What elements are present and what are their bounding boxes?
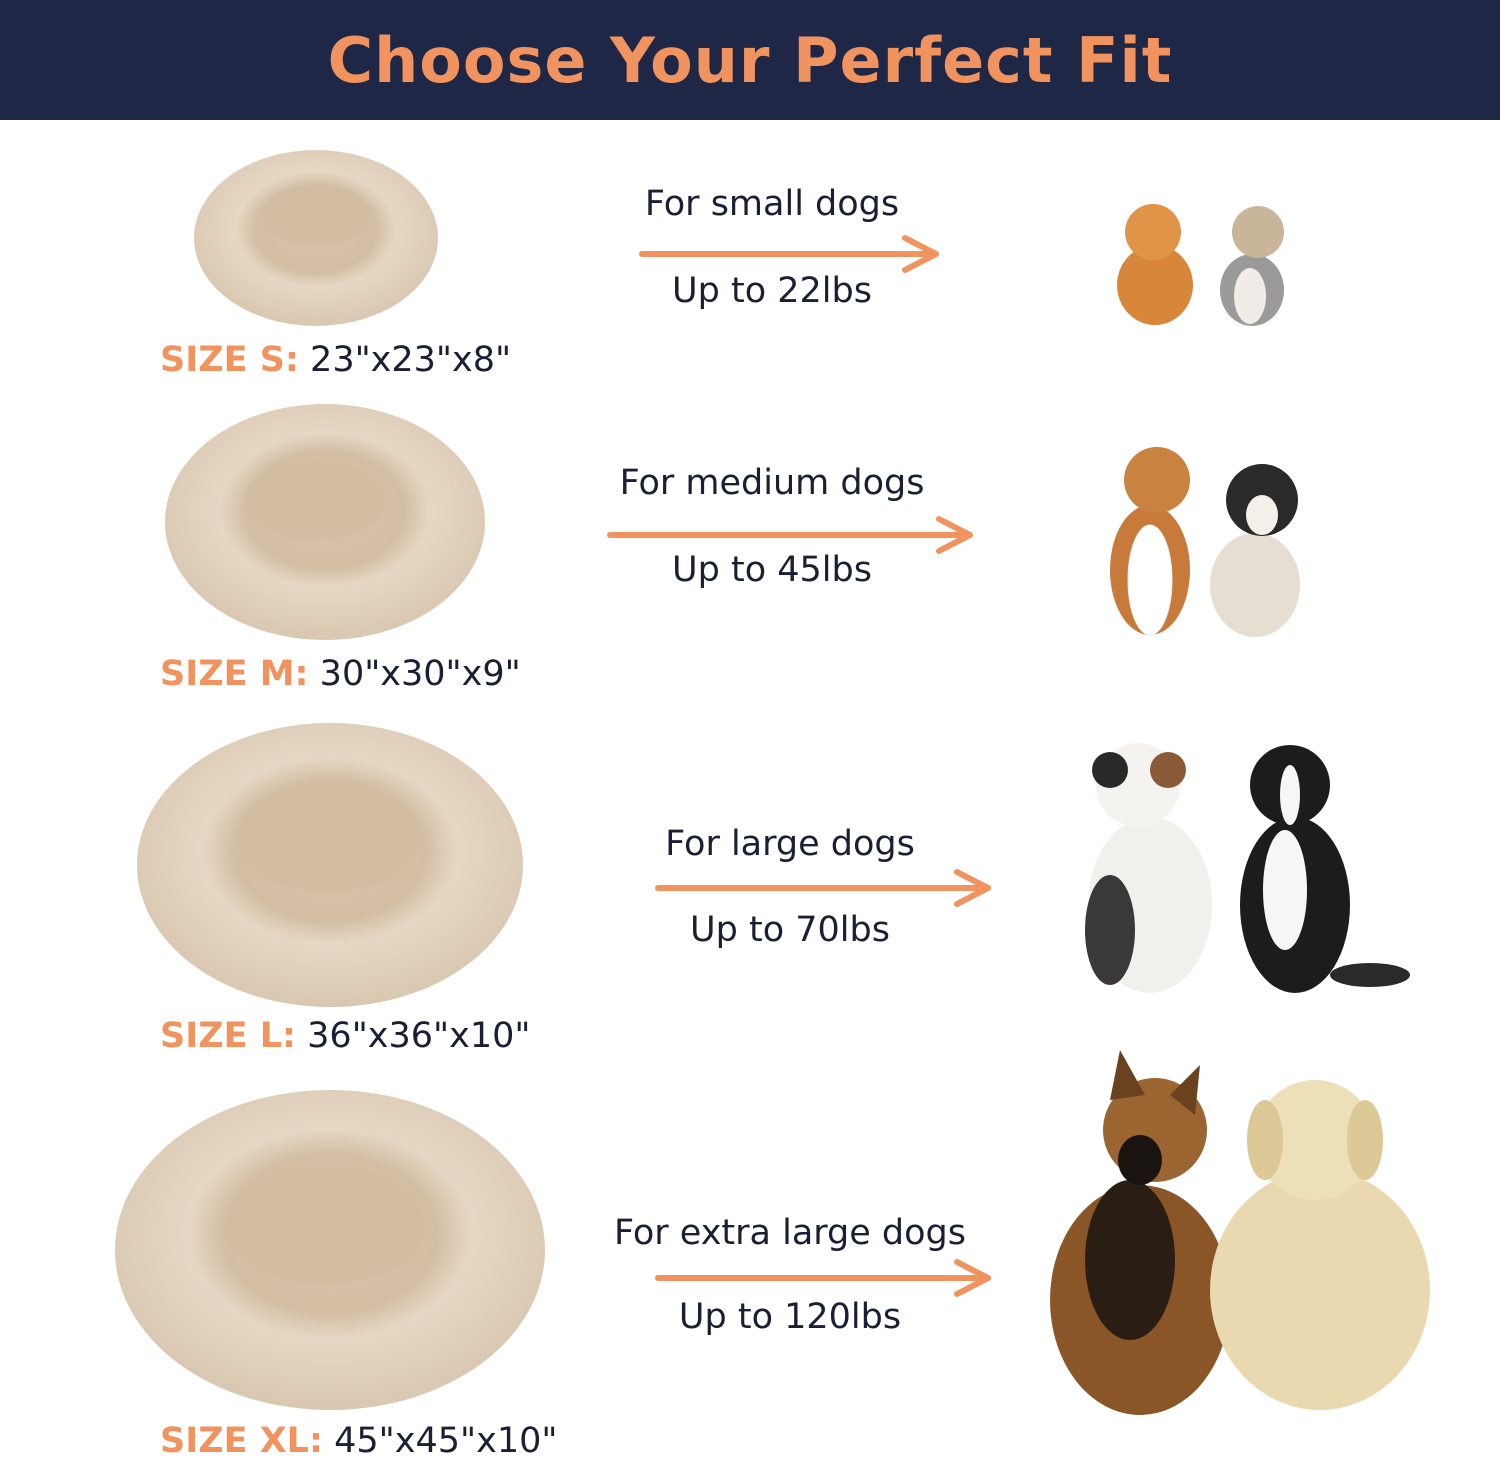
dog-image-beagle xyxy=(1110,447,1190,636)
size-dimensions: 45"x45"x10" xyxy=(334,1421,558,1461)
size-label-xl: SIZE XL: 45"x45"x10" xyxy=(160,1421,557,1461)
size-key: SIZE S: xyxy=(160,340,299,380)
dog-size-text: For large dogs xyxy=(665,824,915,864)
arrow-icon xyxy=(655,1259,991,1297)
dog-image-australian-shepherd xyxy=(1085,743,1212,993)
size-label-s: SIZE S: 23"x23"x8" xyxy=(160,340,511,380)
page-title: Choose Your Perfect Fit xyxy=(327,23,1173,97)
dog-image-yorkshire-terrier xyxy=(1220,206,1284,326)
size-label-m: SIZE M: 30"x30"x9" xyxy=(160,654,521,694)
arrow-icon xyxy=(607,516,973,554)
dog-image-pomeranian xyxy=(1117,204,1193,325)
arrow-icon xyxy=(639,235,939,273)
header-banner: Choose Your Perfect Fit xyxy=(0,0,1500,120)
bed-image-xl xyxy=(115,1090,545,1410)
dog-image-border-collie xyxy=(1240,745,1410,993)
size-key: SIZE XL: xyxy=(160,1421,323,1461)
arrow-icon xyxy=(655,869,991,907)
bed-image-s xyxy=(194,150,438,326)
size-dimensions: 30"x30"x9" xyxy=(319,654,521,694)
weight-limit-text: Up to 120lbs xyxy=(678,1297,902,1337)
bed-image-l xyxy=(137,723,523,1007)
size-key: SIZE M: xyxy=(160,654,309,694)
size-key: SIZE L: xyxy=(160,1016,297,1056)
dog-image-golden-retriever xyxy=(1210,1080,1430,1410)
size-dimensions: 23"x23"x8" xyxy=(310,340,512,380)
dog-image-german-shepherd xyxy=(1050,1050,1230,1415)
size-label-l: SIZE L: 36"x36"x10" xyxy=(160,1016,531,1056)
dog-image-french-bulldog xyxy=(1210,464,1300,637)
weight-limit-text: Up to 70lbs xyxy=(690,910,890,950)
size-dimensions: 36"x36"x10" xyxy=(307,1016,531,1056)
weight-limit-text: Up to 45lbs xyxy=(672,550,872,590)
bed-image-m xyxy=(165,404,485,640)
dog-size-text: For small dogs xyxy=(644,184,900,224)
weight-limit-text: Up to 22lbs xyxy=(672,271,872,311)
dog-size-text: For extra large dogs xyxy=(613,1213,967,1253)
dog-size-text: For medium dogs xyxy=(619,463,925,503)
